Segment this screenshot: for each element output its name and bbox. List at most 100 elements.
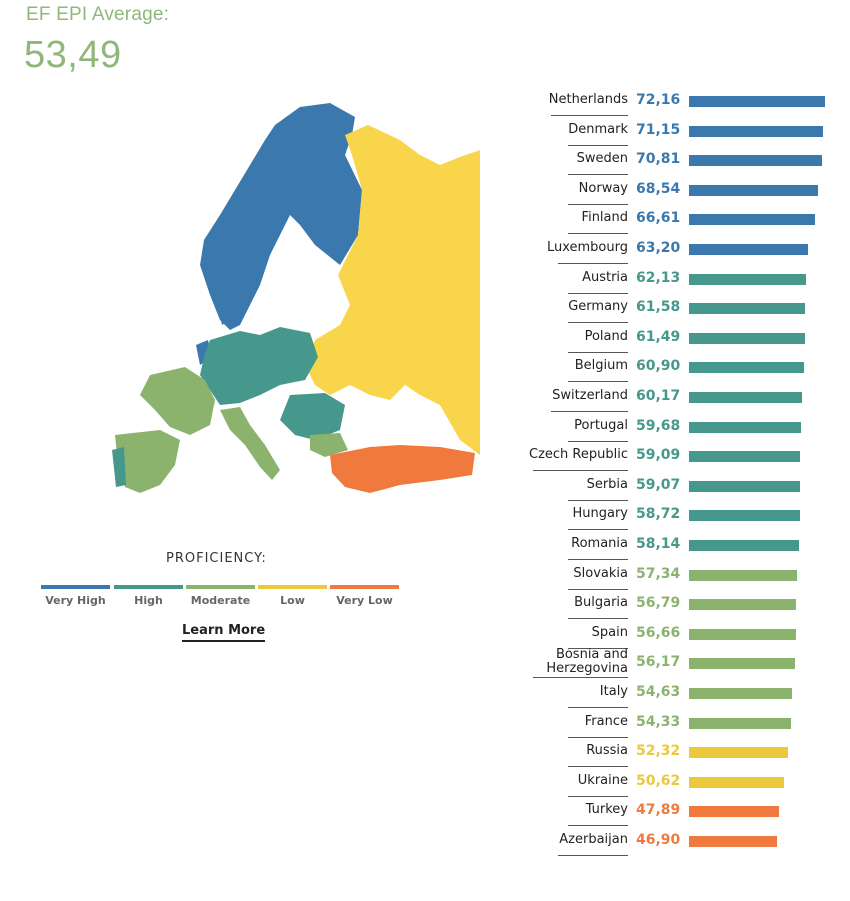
map-region-portugal	[112, 447, 126, 487]
country-label: Ukraine	[577, 773, 628, 788]
score-label: 61,49	[636, 329, 681, 345]
country-label: France	[584, 714, 628, 729]
score-label: 56,66	[636, 625, 681, 641]
score-label: 68,54	[636, 181, 681, 197]
score-bar	[689, 244, 808, 255]
legend-item-high: High	[114, 585, 183, 607]
score-label: 47,89	[636, 802, 681, 818]
score-label: 72,16	[636, 92, 681, 108]
map-region-russia	[305, 125, 480, 455]
score-bar	[689, 333, 805, 344]
map-region-central-europe	[200, 327, 318, 405]
country-label: Turkey	[585, 802, 628, 817]
country-underline	[558, 855, 628, 856]
country-label: Belgium	[574, 358, 628, 373]
country-label: Bulgaria	[574, 595, 628, 610]
country-underline	[568, 441, 628, 442]
legend-swatch-very-high	[41, 585, 110, 589]
score-bar	[689, 777, 784, 788]
bar-row: Denmark 71,15	[520, 118, 840, 148]
country-label: Norway	[578, 181, 628, 196]
country-underline	[568, 233, 628, 234]
score-label: 52,32	[636, 743, 681, 759]
country-label: Bosnia and Herzegovina	[546, 647, 628, 676]
score-label: 60,17	[636, 388, 681, 404]
bar-row: Romania 58,14	[520, 532, 840, 562]
score-bar	[689, 214, 815, 225]
score-bar	[689, 185, 818, 196]
proficiency-title: PROFICIENCY:	[166, 551, 267, 566]
bar-row: Switzerland 60,17	[520, 384, 840, 414]
country-label: Switzerland	[552, 388, 628, 403]
score-bar	[689, 629, 796, 640]
bar-row: Luxembourg 63,20	[520, 236, 840, 266]
learn-more-link[interactable]: Learn More	[182, 623, 266, 642]
legend-label-very-low: Very Low	[336, 594, 393, 607]
map-region-turkey	[330, 445, 475, 493]
legend-item-very-low: Very Low	[330, 585, 399, 607]
country-underline	[568, 204, 628, 205]
score-label: 70,81	[636, 151, 681, 167]
bar-row: Hungary 58,72	[520, 502, 840, 532]
score-bar	[689, 126, 823, 137]
country-underline	[568, 648, 628, 649]
country-underline	[568, 618, 628, 619]
map-region-iberia	[115, 430, 180, 493]
score-bar	[689, 599, 796, 610]
country-label: Romania	[571, 536, 628, 551]
bar-row: Belgium 60,90	[520, 354, 840, 384]
country-underline	[568, 322, 628, 323]
bar-row: Austria 62,13	[520, 266, 840, 296]
country-underline	[568, 293, 628, 294]
country-label: Austria	[582, 270, 628, 285]
bar-row: Netherlands 72,16	[520, 88, 840, 118]
score-bar	[689, 274, 806, 285]
map-region-denmark	[218, 300, 234, 325]
score-bar	[689, 718, 791, 729]
map-region-balkans-moderate	[310, 433, 348, 457]
legend-item-very-high: Very High	[41, 585, 110, 607]
score-bar	[689, 451, 800, 462]
country-label: Hungary	[572, 506, 628, 521]
country-underline	[558, 263, 628, 264]
score-label: 61,58	[636, 299, 681, 315]
legend-item-moderate: Moderate	[186, 585, 255, 607]
map-region-france	[140, 367, 215, 435]
country-underline	[533, 470, 628, 471]
bar-row: Sweden 70,81	[520, 147, 840, 177]
bar-row: Norway 68,54	[520, 177, 840, 207]
bar-row: France 54,33	[520, 710, 840, 740]
legend-label-very-high: Very High	[45, 594, 106, 607]
country-label: Finland	[581, 210, 628, 225]
score-bar	[689, 747, 788, 758]
score-label: 58,72	[636, 506, 681, 522]
map-region-balkans-high	[280, 393, 345, 440]
score-bar	[689, 510, 800, 521]
legend-swatch-high	[114, 585, 183, 589]
score-label: 56,17	[636, 654, 681, 670]
country-underline	[568, 529, 628, 530]
legend-label-low: Low	[280, 594, 305, 607]
bar-row: Russia 52,32	[520, 739, 840, 769]
score-label: 58,14	[636, 536, 681, 552]
country-label: Denmark	[568, 122, 628, 137]
score-label: 59,07	[636, 477, 681, 493]
country-label: Portugal	[574, 418, 628, 433]
score-label: 54,33	[636, 714, 681, 730]
score-label: 71,15	[636, 122, 681, 138]
bar-row: Czech Republic 59,09	[520, 443, 840, 473]
country-underline	[568, 174, 628, 175]
bar-row: Poland 61,49	[520, 325, 840, 355]
country-label: Poland	[584, 329, 628, 344]
bar-row: Spain 56,66	[520, 621, 840, 651]
country-underline	[551, 115, 628, 116]
country-underline	[533, 677, 628, 678]
country-underline	[568, 559, 628, 560]
bar-row: Serbia 59,07	[520, 473, 840, 503]
score-bar	[689, 392, 802, 403]
average-value: 53,49	[24, 34, 122, 76]
score-bar	[689, 422, 801, 433]
country-label: Azerbaijan	[559, 832, 628, 847]
score-bar	[689, 688, 792, 699]
legend-swatch-moderate	[186, 585, 255, 589]
